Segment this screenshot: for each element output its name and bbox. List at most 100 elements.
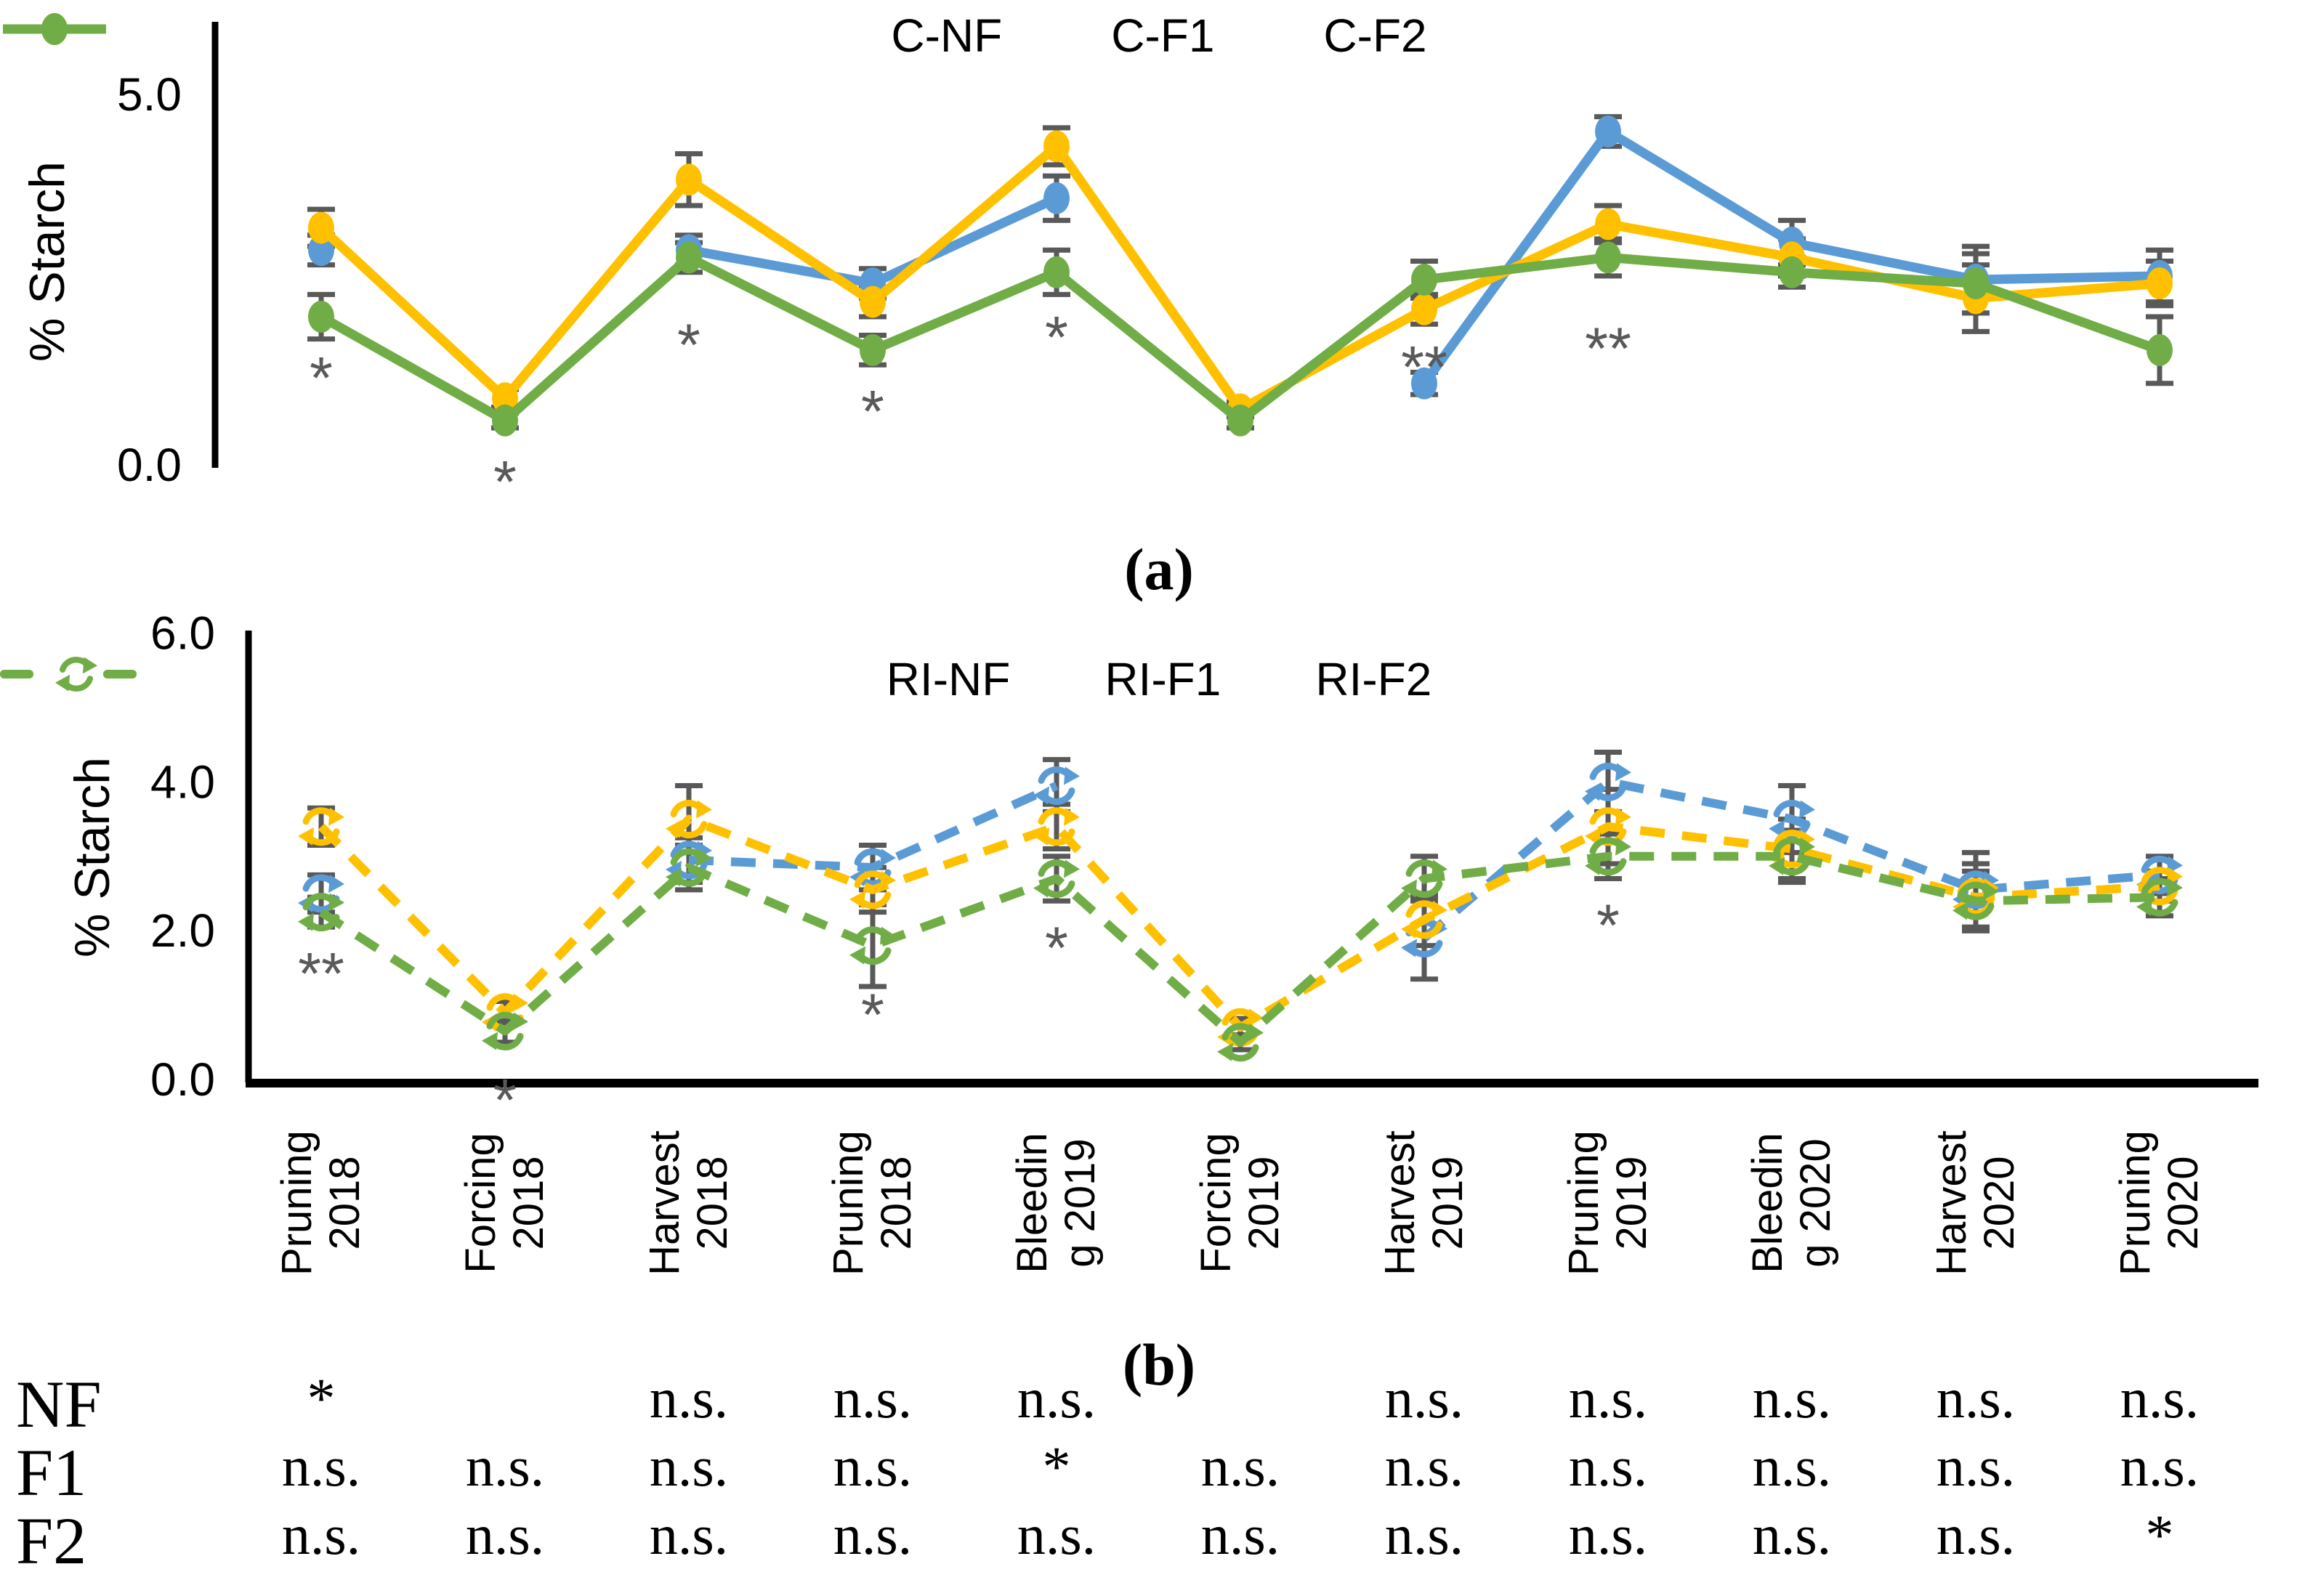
significance-asterisk: ** (298, 941, 344, 1008)
chart-a-canvas: 0.05.0% Starch***** ** ** (20, 22, 2173, 516)
circular-arrows-marker-icon (55, 657, 97, 692)
series-ri-f1 (298, 800, 2183, 1047)
table-cell: n.s. (1384, 1366, 1464, 1430)
data-point-marker (860, 285, 886, 318)
table-row-label: F2 (16, 1504, 87, 1578)
x-category-label: Pruning2018 (825, 1130, 920, 1276)
table-cell: n.s. (1936, 1366, 2016, 1430)
significance-asterisk: * (493, 450, 517, 516)
data-point-marker (1411, 293, 1437, 325)
table-cell: n.s. (833, 1435, 913, 1498)
chart-b-legend: RI-NF RI-F1 RI-F2 (0, 652, 2318, 706)
table-cell: n.s. (1568, 1366, 1648, 1430)
x-category-label: Forcing2019 (1192, 1133, 1288, 1273)
legend-item-c-nf: C-NF (3, 9, 1002, 62)
data-point-marker (308, 234, 334, 267)
circular-arrows-marker-icon (298, 807, 344, 846)
legend-item-ri-nf: RI-NF (0, 652, 1010, 706)
y-tick-label: 0.0 (150, 1053, 215, 1106)
y-tick-label: 4.0 (150, 756, 215, 808)
series-ri-nf (298, 762, 2183, 957)
error-bars (307, 749, 2173, 982)
x-category-label: Pruning2019 (1560, 1130, 1655, 1276)
circular-arrows-marker-icon (1033, 807, 1080, 846)
significance-asterisk: * (677, 312, 700, 378)
table-cell: n.s. (1384, 1435, 1464, 1498)
caption-a: (a) (1124, 536, 1194, 602)
table-cell: n.s. (1568, 1503, 1648, 1566)
series-line (318, 851, 2160, 1047)
x-category-label: Bleeding 2019 (1009, 1133, 1104, 1273)
table-cell: n.s. (649, 1435, 729, 1498)
significance-asterisk: * (1045, 305, 1068, 371)
significance-asterisk: * (1596, 893, 1620, 959)
data-point-marker (860, 333, 886, 366)
table-cell: n.s. (1936, 1503, 2016, 1566)
table-cell: n.s. (1200, 1503, 1280, 1566)
data-point-marker (1043, 182, 1070, 214)
table-cell: n.s. (1200, 1435, 1280, 1498)
significance-asterisk: * (310, 346, 333, 412)
circular-arrows-marker-icon (1401, 900, 1447, 939)
table-cell: * (307, 1366, 336, 1430)
circular-arrows-marker-icon (1217, 1023, 1264, 1062)
y-tick-label: 6.0 (150, 607, 215, 660)
table-cell: n.s. (649, 1503, 729, 1566)
circular-arrows-marker-icon (1769, 837, 1815, 876)
data-point-marker (308, 211, 334, 244)
series-c-f2 (308, 241, 2173, 437)
dashed-line-marker-icon (0, 657, 153, 692)
data-point-marker (1963, 267, 1989, 300)
x-category-label: Harvest2019 (1376, 1130, 1471, 1276)
table-cell: n.s. (281, 1503, 361, 1566)
data-point-marker (1411, 264, 1437, 296)
table-cell: n.s. (1752, 1503, 1832, 1566)
data-point-marker (308, 301, 334, 333)
significance-asterisk: * (861, 982, 884, 1048)
table-cell: n.s. (1017, 1366, 1097, 1430)
circular-arrows-marker-icon (1033, 766, 1080, 806)
table-cell: * (1042, 1435, 1071, 1498)
data-point-marker (1595, 241, 1621, 274)
chart-a-legend: C-NF C-F1 C-F2 (0, 9, 2318, 62)
significance-asterisk: * (493, 1068, 517, 1134)
data-point-marker (2147, 267, 2173, 300)
significance-asterisk: * (861, 379, 884, 445)
data-point-marker (1595, 116, 1621, 147)
data-point-marker (676, 163, 702, 196)
data-point-marker (2147, 333, 2173, 366)
data-point-marker (676, 241, 702, 274)
table-cell: n.s. (1384, 1503, 1464, 1566)
series-c-nf (308, 116, 2173, 400)
table-cell: * (2145, 1503, 2174, 1566)
data-point-marker (1411, 367, 1437, 400)
legend-item-ri-f1: RI-F1 (0, 652, 1221, 706)
data-point-marker (1043, 130, 1070, 163)
y-axis-title: % Starch (65, 757, 120, 957)
x-category-label: Pruning2018 (273, 1130, 368, 1276)
significance-asterisk: * (1045, 915, 1068, 981)
circular-arrows-marker-icon (1585, 762, 1631, 801)
legend-label: C-F2 (1323, 9, 1427, 62)
circular-arrows-marker-icon (666, 848, 712, 887)
legend-item-ri-f2: RI-F2 (0, 652, 1431, 706)
data-point-marker (492, 404, 518, 437)
x-category-label: Harvest2020 (1928, 1130, 2023, 1276)
significance-asterisk: ** (1401, 334, 1447, 400)
data-point-marker (1043, 256, 1070, 288)
table-cell: n.s. (2120, 1366, 2200, 1430)
circular-arrows-marker-icon (2136, 878, 2183, 917)
y-tick-label: 0.0 (117, 439, 182, 491)
table-cell: n.s. (1752, 1366, 1832, 1430)
table-row-label: NF (16, 1367, 102, 1441)
circular-arrows-marker-icon (1401, 859, 1447, 899)
solid-line-marker-icon (3, 13, 106, 45)
table-cell: n.s. (649, 1366, 729, 1430)
table-cell: n.s. (1752, 1435, 1832, 1498)
legend-item-c-f1: C-F1 (3, 9, 1214, 62)
circular-arrows-marker-icon (1033, 859, 1080, 899)
x-category-label: Pruning2020 (2112, 1130, 2207, 1276)
table-cell: n.s. (1936, 1435, 2016, 1498)
table-cell: n.s. (833, 1366, 913, 1430)
table-cell: n.s. (2120, 1435, 2200, 1498)
